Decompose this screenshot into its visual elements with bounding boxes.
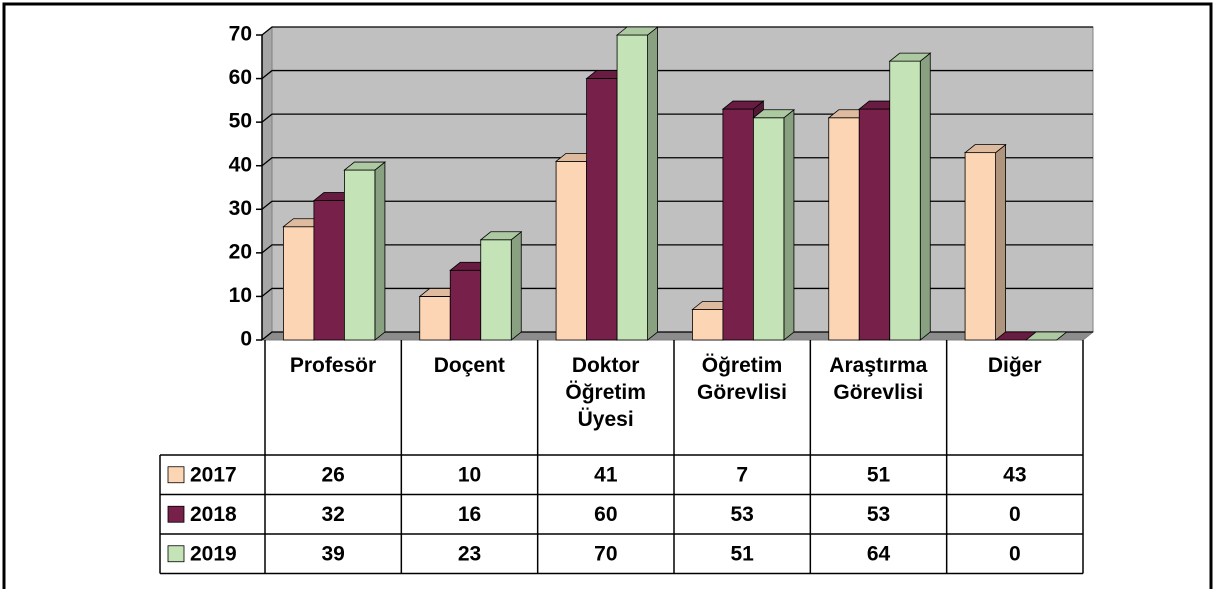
table-value: 23 [458,542,481,565]
table-value: 43 [1003,463,1026,486]
bar-front [449,269,482,341]
bar-front [753,117,785,341]
table-value: 51 [867,463,891,486]
y-tick-label: 60 [229,66,252,89]
legend-swatch [167,505,185,523]
bar-side [995,143,1006,341]
table-value: 7 [736,463,748,486]
bar-front [480,239,512,341]
bar-top [721,100,765,110]
y-tick-label: 20 [229,240,252,263]
table-value: 64 [867,542,891,565]
bar-front [283,226,315,341]
table-value: 0 [1009,503,1021,526]
legend-swatch [167,466,185,484]
table-value: 32 [321,503,344,526]
bar-top [343,161,387,171]
bar-front [344,169,376,341]
bar-top [1024,331,1068,341]
category-label: Öğretim Görevlisi [697,354,787,404]
table-value: 70 [594,542,617,565]
bar-front [419,296,451,341]
table-value: 53 [730,503,753,526]
bar-top [752,109,796,119]
grid-line [261,244,1093,254]
grid-line [261,157,1093,167]
legend-label: 2019 [190,542,237,565]
table-value: 60 [594,503,617,526]
grid-line [261,331,1093,341]
bar-side [374,161,386,341]
category-label: Profesör [289,354,377,377]
bar-front [889,60,921,341]
legend-label: 2017 [190,463,237,486]
table-value: 16 [458,503,481,526]
table-value: 41 [594,463,618,486]
bar-front [828,117,860,341]
bar-front [858,108,891,341]
y-tick-label: 70 [229,23,252,46]
y-tick-label: 0 [240,328,252,351]
y-tick-label: 10 [229,284,252,307]
bar-top [888,52,932,62]
bar-front [555,160,587,341]
bar-front [692,309,724,341]
bar-front [616,34,648,341]
bar-side [510,230,522,341]
table-value: 39 [321,542,344,565]
grid-line [261,69,1093,80]
grid-line [261,200,1093,210]
y-tick-label: 40 [229,153,252,176]
bar [343,161,387,341]
y-tick-label: 30 [229,197,252,220]
grid-line [261,113,1093,123]
category-label: Doçent [433,354,505,377]
legend-swatch [167,545,185,563]
table-value: 0 [1009,542,1021,565]
bar-side [783,108,795,341]
table-value: 51 [730,542,754,565]
bar [888,52,932,341]
bar [615,26,659,341]
bar-front [722,108,754,341]
bar-front [964,152,996,341]
bar-front [586,78,618,341]
legend-label: 2018 [190,503,237,526]
grid-line [261,26,1093,36]
table-value: 10 [458,463,481,486]
bar-side [647,26,658,341]
category-label: Diğer [987,354,1042,377]
bar [963,143,1007,341]
bar-top [963,144,1007,154]
y-tick-label: 50 [229,110,252,133]
table-value: 26 [321,463,344,486]
bar-front [313,200,345,341]
bar-side [919,52,931,341]
table-value: 53 [867,503,890,526]
category-label: Araştırma Görevlisi [829,354,928,404]
bar [752,108,796,341]
grid-line [261,287,1093,297]
category-label: Doktor Öğretim Üyesi [565,354,646,431]
bar [1024,331,1068,341]
bar-top [615,26,659,36]
bar [479,230,523,341]
bar-top [479,231,523,241]
